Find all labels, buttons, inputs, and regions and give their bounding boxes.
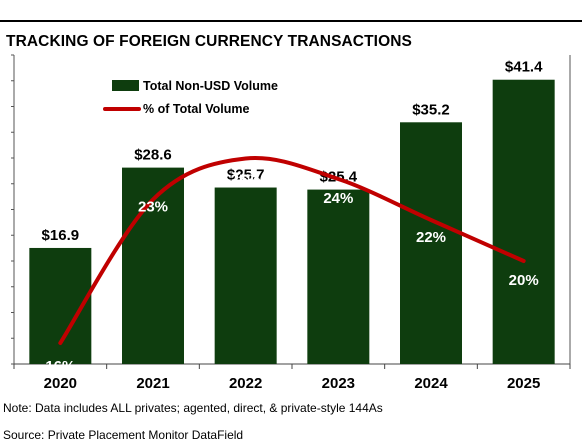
x-tick-label: 2022 <box>229 375 262 392</box>
bar-value-label: $16.9 <box>42 227 80 244</box>
percent-label: 22% <box>416 229 446 246</box>
top-rule <box>0 20 582 22</box>
footnote: Note: Data includes ALL privates; agente… <box>3 401 383 415</box>
x-tick-label: 2021 <box>136 375 169 392</box>
bar-value-label: $35.2 <box>412 101 450 118</box>
percent-label: 16% <box>45 358 75 375</box>
percent-label: 25% <box>231 172 261 189</box>
bar-value-label: $25.7 <box>227 167 265 184</box>
source-line: Source: Private Placement Monitor DataFi… <box>3 428 244 442</box>
x-tick-label: 2025 <box>507 375 540 392</box>
bar-2022 <box>214 187 277 364</box>
bar-2024 <box>400 122 462 364</box>
bar-2023 <box>307 189 370 364</box>
bar-value-label: $28.6 <box>134 147 172 164</box>
bar-value-label: $41.4 <box>505 59 543 76</box>
legend-label-line: % of Total Volume <box>143 102 250 116</box>
x-tick-label: 2023 <box>322 375 355 392</box>
percent-label: 23% <box>138 199 168 216</box>
bar-2025 <box>492 79 555 364</box>
chart-title: TRACKING OF FOREIGN CURRENCY TRANSACTION… <box>6 33 412 50</box>
chart-svg: $16.92020$28.62021$25.72022$25.42023$35.… <box>11 54 571 392</box>
x-tick-label: 2024 <box>414 375 448 392</box>
legend-label-bar: Total Non-USD Volume <box>143 79 278 93</box>
chart-area: $16.9 2020 $28.6 2021 $25.7 2022 $25.4 2023 $35.… <box>11 54 571 392</box>
percent-label: 24% <box>323 190 353 207</box>
percent-line <box>58 155 526 345</box>
percent-label: 20% <box>509 272 539 289</box>
legend-swatch-bar <box>112 80 139 91</box>
x-tick-label: 2020 <box>44 375 77 392</box>
